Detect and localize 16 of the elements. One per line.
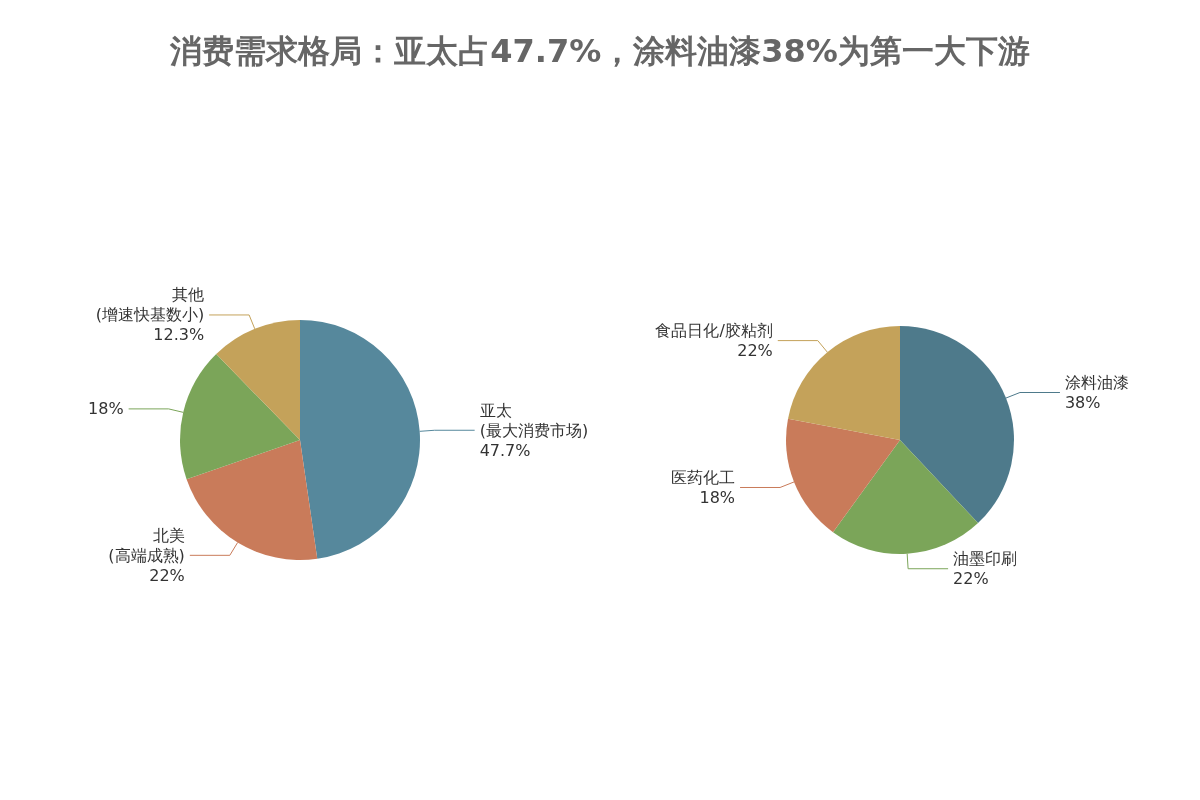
slice-label: 医药化工	[671, 467, 736, 487]
data-label: 38%	[1064, 393, 1101, 413]
data-label: 22%	[149, 565, 185, 585]
data-label: 22%	[737, 341, 773, 361]
data-label: 18%	[699, 487, 736, 507]
data-label: 47.7%	[479, 440, 531, 460]
data-label: 12.3%	[153, 325, 205, 345]
slice-label: 食品日化/胶粘剂	[655, 321, 773, 341]
slice-label: 北美 (高端成熟)	[108, 525, 185, 565]
slice-label: 其他 (增速快基数小)	[95, 285, 205, 325]
data-label: 22%	[953, 569, 989, 589]
slice-label: 涂料油漆	[1064, 373, 1129, 393]
slice-label: 油墨印刷	[953, 549, 1018, 569]
slice-label: 亚太 (最大消费市场)	[479, 400, 589, 440]
data-label: 18%	[88, 399, 124, 419]
chart-title: 消费需求格局：亚太占47.7%，涂料油漆38%为第一大下游	[169, 31, 1031, 72]
